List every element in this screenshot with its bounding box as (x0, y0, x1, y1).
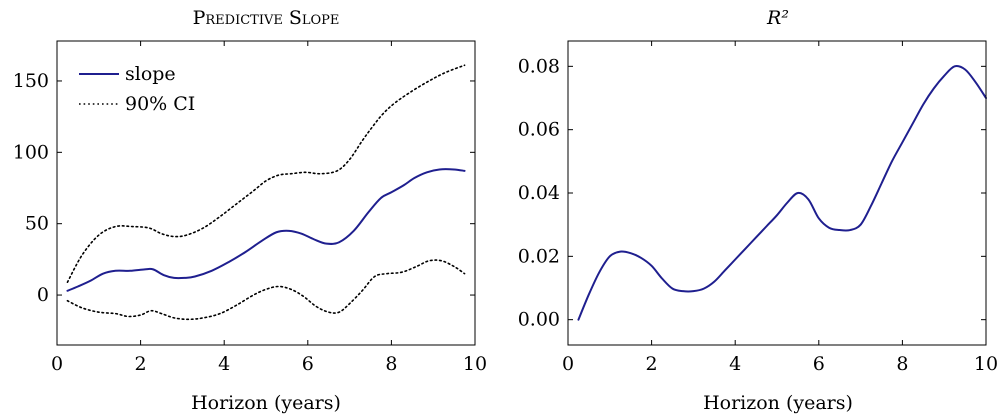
left-y-tick-label: 100 (13, 141, 49, 163)
left-x-tick-label: 4 (218, 353, 230, 375)
right-y-tick-label: 0.06 (518, 119, 560, 141)
right-x-tick-label: 0 (562, 353, 574, 375)
legend: slope 90% CI (67, 50, 213, 122)
left-series-line-0 (66, 168, 466, 292)
right-plot-frame (567, 40, 987, 346)
left-x-tick-label: 10 (463, 353, 487, 375)
right-y-tick-label: 0.02 (518, 245, 560, 267)
right-x-tick-label: 6 (813, 353, 825, 375)
right-x-axis-label: Horizon (years) (703, 392, 853, 414)
left-x-tick-label: 2 (135, 353, 147, 375)
right-y-tick-label: 0.04 (518, 182, 560, 204)
right-series-line-0 (577, 65, 987, 321)
right-y-tick-label: 0.08 (518, 55, 560, 77)
left-x-tick-label: 8 (385, 353, 397, 375)
r-squared-panel: R² 0 2 4 6 8 10 0.00 0.02 0.04 0.06 0.08 Horizon (… (518, 7, 998, 414)
left-series-line-1 (66, 64, 466, 283)
left-x-tick-label: 6 (302, 353, 314, 375)
right-x-tick-label: 8 (896, 353, 908, 375)
left-y-tick-label: 150 (13, 70, 49, 92)
legend-label-ci: 90% CI (125, 93, 195, 115)
left-y-tick-label: 0 (37, 284, 49, 306)
left-plot-frame (56, 40, 476, 346)
left-x-tick-label: 0 (51, 353, 63, 375)
right-chart-title: R² (766, 7, 789, 29)
legend-label-slope: slope (125, 63, 176, 85)
left-series-line-2 (66, 259, 466, 321)
legend-box (67, 50, 213, 122)
left-chart-title: Predictive Slope (193, 7, 340, 29)
left-y-tick-label: 50 (25, 213, 49, 235)
left-x-axis-label: Horizon (years) (191, 392, 341, 414)
right-x-tick-label: 10 (974, 353, 998, 375)
right-x-tick-label: 2 (646, 353, 658, 375)
right-x-tick-label: 4 (729, 353, 741, 375)
right-y-tick-label: 0.00 (518, 309, 560, 331)
